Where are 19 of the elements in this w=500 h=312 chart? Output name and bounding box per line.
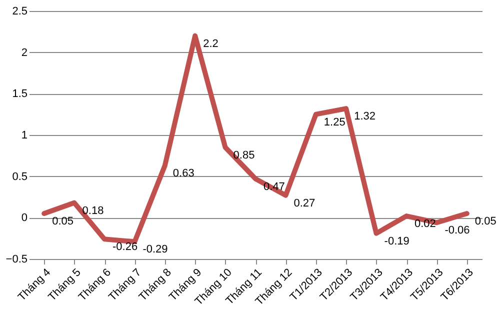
data-label: -0.06 <box>444 224 470 237</box>
data-label: 1.32 <box>354 110 376 123</box>
y-tick-label: 1.5 <box>12 88 28 100</box>
data-label: -0.19 <box>384 235 410 248</box>
data-label: 0.05 <box>474 216 496 228</box>
data-label: -0.29 <box>142 244 168 256</box>
data-label: -0.26 <box>112 241 138 254</box>
y-tick-label: 1 <box>21 130 28 142</box>
y-tick-label: 0.5 <box>12 170 28 183</box>
data-label: 0.18 <box>82 204 104 217</box>
y-tick-label: 2 <box>21 46 28 59</box>
data-label: 2.2 <box>203 38 218 50</box>
y-tick-label: 0 <box>21 212 28 224</box>
data-label: 0.63 <box>172 168 194 180</box>
data-label: 1.25 <box>324 116 346 128</box>
data-label: 0.05 <box>52 216 74 228</box>
data-label: 0.27 <box>294 197 316 210</box>
y-tick-label: 2.5 <box>12 6 28 18</box>
y-tick-label: −0.5 <box>6 254 28 266</box>
